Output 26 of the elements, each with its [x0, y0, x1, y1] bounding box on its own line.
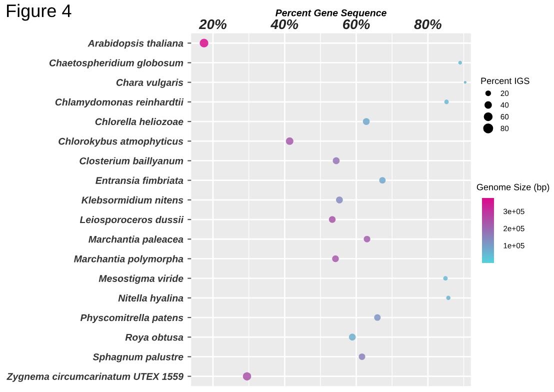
y-tick-label: Closterium baillyanum	[80, 157, 184, 166]
y-tick-label: Chlamydomonas reinhardtii	[55, 98, 184, 108]
x-tick-label: 20%	[198, 19, 226, 30]
y-tick-label: Nitella hyalina	[118, 294, 184, 304]
x-tick-label: 40%	[270, 19, 298, 30]
x-tick-label: 80%	[414, 19, 442, 30]
y-tick-label: Sphagnum palustre	[92, 353, 184, 362]
y-tick-label: Entransia fimbriata	[96, 176, 184, 184]
y-tick-label: Chlorella heliozoae	[95, 118, 184, 126]
y-tick-label: Arabidopsis thaliana	[88, 40, 184, 49]
y-tick-label: Chara vulgaris	[116, 78, 184, 88]
y-tick-label: Marchantia paleacea	[88, 236, 184, 245]
x-axis-title: Percent Gene Sequence	[276, 9, 386, 18]
y-tick-label: Marchantia polymorpha	[74, 255, 184, 264]
x-tick-label: 60%	[343, 19, 370, 30]
y-tick-label: Physcomitrella patens	[80, 314, 184, 324]
y-tick-label: Chaetospheridium globosum	[49, 59, 184, 68]
y-tick-label: Chlorokybus atmophyticus	[58, 138, 184, 147]
y-tick-label: Roya obtusa	[125, 334, 184, 343]
y-tick-label: Mesostigma viride	[98, 274, 184, 284]
text: Figure 4	[7, 4, 72, 21]
y-tick-label: Zygnema circumcarinatum UTEX 1559	[6, 372, 184, 382]
color-bar-title: Genome Size (bp)	[476, 184, 550, 192]
y-tick-label: Leiosporoceros dussii	[80, 216, 184, 226]
y-tick-label: Klebsormidium nitens	[82, 196, 184, 204]
legend-title: Percent IGS	[481, 78, 530, 84]
